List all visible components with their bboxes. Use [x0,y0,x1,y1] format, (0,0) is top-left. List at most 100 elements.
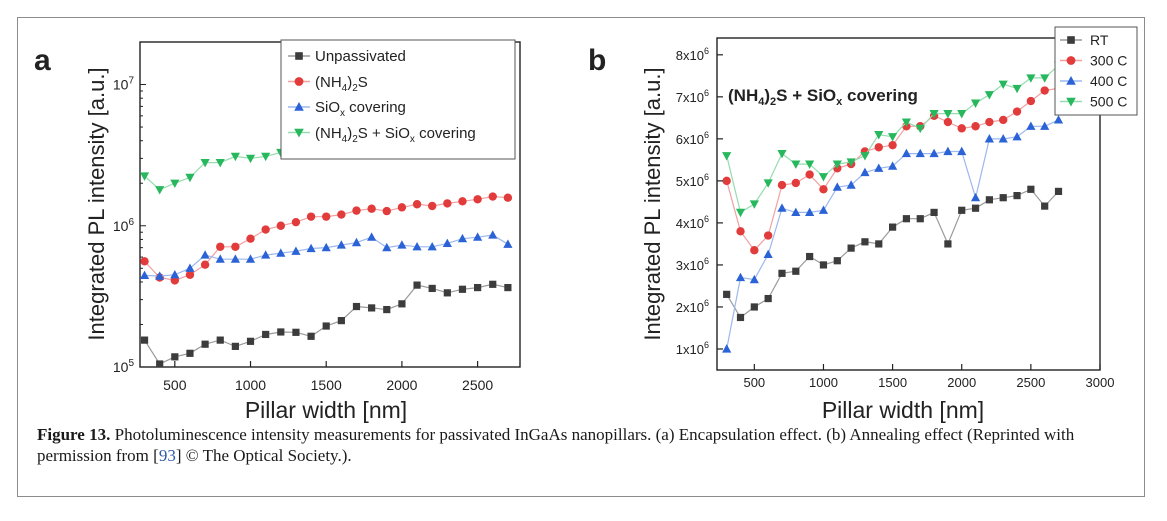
panel-b-annotation: (NH4)2S + SiOx covering [728,86,918,108]
panel-a-data-point-unpassivated [383,305,391,314]
panel-a-data-point-nh4-2s [291,217,301,227]
caption-reference-link[interactable]: 93 [158,446,176,465]
panel-b-data-point-400-c [1012,131,1022,141]
panel-b-data-point-400-c [763,249,773,259]
panel-b-data-point-300-c [999,115,1008,125]
panel-b-data-point-500-c [791,160,801,169]
panel-a-data-point-nh4-2s [412,200,422,209]
panel-a-data-point-nh4-2s [367,204,376,213]
panel-b-data-point-rt [944,240,952,248]
panel-b-y-tick-label-6: 7x106 [676,88,709,105]
panel-a-data-point-nh4-2s-siox-covering [170,179,180,189]
panel-a-data-point-nh4-2s [216,242,225,251]
panel-a-data-point-nh4-2s-siox-covering [185,173,195,183]
panel-a-data-point-nh4-2s [200,260,210,269]
panel-b-data-point-rt [1027,185,1035,193]
legend-label-unpassivated: Unpassivated [315,48,406,65]
panel-a-data-point-unpassivated [474,283,482,292]
legend-label-300-c: 300 C [1090,53,1127,69]
panel-b-data-point-rt [1041,202,1049,210]
panel-b-data-point-rt [806,252,814,261]
panel-a-data-point-siox-covering [170,269,180,279]
panel-a-data-point-nh4-2s [488,192,497,201]
panel-a-y-tick-label-2: 107 [113,76,135,93]
panel-a-data-point-siox-covering [185,263,195,272]
panel-b-data-point-500-c [929,110,939,119]
panel-a-y-axis-label: Integrated PL intensity [a.u.] [84,67,109,340]
panel-b-data-point-500-c [777,149,787,159]
panel-a-data-point-unpassivated [231,342,239,350]
panel-b-data-point-300-c [777,180,787,190]
panel-b-data-point-300-c [819,185,828,194]
panel-b-data-point-500-c [1012,84,1022,94]
panel-b-data-point-500-c [749,200,759,209]
legend-label-siox-covering: SiOx covering [315,99,406,119]
panel-a-legend: Unpassivated (NH4)2S SiOx covering (NH4)… [280,39,516,160]
legend-marker-unpassivated [295,52,303,60]
legend-marker-rt [1067,36,1075,44]
panel-a-data-point-siox-covering [427,241,437,251]
panel-a-data-point-siox-covering [473,232,483,241]
panel-b-y-tick-label-7: 8x106 [676,46,709,63]
panel-a-x-tick-label-1000: 1000 [235,377,266,393]
panel-a-x-tick-label-500: 500 [163,377,187,393]
panel-a-data-point-siox-covering [215,254,225,263]
panel-b-data-point-rt [999,194,1007,202]
panel-b-data-point-500-c [860,152,870,161]
panel-b-data-point-300-c [888,140,897,150]
panel-b-plot-frame [716,37,1101,371]
panel-b-data-point-rt [833,257,841,265]
panel-b-data-point-rt [764,294,772,303]
panel-a-data-point-unpassivated [368,304,376,312]
panel-b-legend: RT 300 C 400 C 500 C [1054,26,1138,116]
panel-b-data-point-300-c [943,117,953,127]
panel-a-data-point-siox-covering [351,237,362,247]
panel-b-y-tick-label-1: 2x106 [676,298,709,315]
panel-a-data-point-siox-covering [291,246,301,255]
panel-a-data-point-nh4-2s [185,270,195,279]
panel-a-data-point-unpassivated [201,340,209,348]
panel-b-data-point-rt [723,290,731,298]
panel-a-data-point-siox-covering [367,232,377,241]
panel-a-y-tick-label-0: 105 [113,358,135,375]
panel-b-data-point-300-c [791,178,801,188]
panel-a-series-line-nh4-2s [144,195,508,282]
figure-caption: Figure 13. Photoluminescence intensity m… [37,424,1137,466]
panel-a-data-point-nh4-2s [261,225,270,234]
panel-b-data-point-rt [750,303,758,311]
panel-b-data-point-rt [902,215,911,223]
panel-b-data-point-500-c [998,80,1008,90]
panel-b-data-point-400-c [984,134,994,143]
panel-b-data-point-300-c [1012,107,1022,116]
panel-b-data-point-400-c [832,182,842,191]
panel-b-data-point-rt [916,215,924,223]
panel-b-data-point-rt [819,261,828,269]
panel-b-x-tick-label-1500: 1500 [878,375,907,390]
panel-b-data-point-400-c [1053,115,1064,124]
panel-a-data-point-nh4-2s-siox-covering [230,152,240,162]
panel-b-data-point-rt [847,244,855,252]
figure-frame [17,17,1145,497]
panel-b-data-point-rt [930,208,938,217]
panel-a-data-point-siox-covering [155,271,165,280]
panel-a-data-point-nh4-2s [427,201,437,211]
panel-a-data-point-unpassivated [413,281,421,289]
panel-a-data-point-nh4-2s-siox-covering [200,159,210,168]
legend-marker-500-c [1066,97,1076,107]
panel-b-data-point-400-c [749,274,759,284]
caption-text-1: Photoluminescence intensity measurements… [37,425,1075,465]
panel-b-x-tick-label-2500: 2500 [1016,375,1045,390]
panel-a-data-point-siox-covering [245,254,256,263]
panel-a-data-point-unpassivated [352,302,361,311]
panel-a-data-point-unpassivated [246,337,255,345]
panel-a-data-point-siox-covering [488,230,498,239]
panel-a-x-axis-label: Pillar width [nm] [245,397,407,423]
panel-a-data-point-siox-covering [442,238,452,248]
panel-a-data-point-unpassivated [186,349,194,357]
panel-b-x-tick-label-2000: 2000 [947,375,976,390]
panel-b-data-point-500-c [970,99,981,108]
panel-a-data-point-nh4-2s [140,257,149,266]
panel-b-y-tick-label-0: 1x106 [676,340,709,357]
panel-b-data-point-500-c [832,160,842,169]
panel-b-data-point-500-c [984,91,994,100]
